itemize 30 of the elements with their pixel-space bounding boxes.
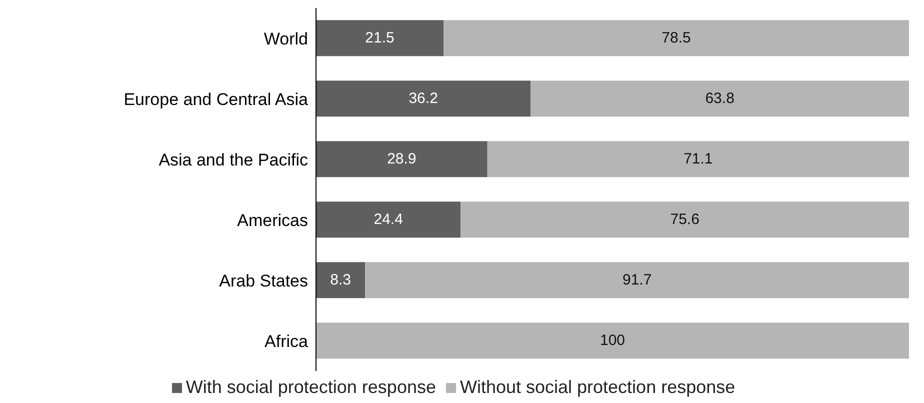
bar xyxy=(316,20,444,56)
bar xyxy=(316,202,461,238)
y-tick-label: Arab States xyxy=(219,271,308,290)
bar xyxy=(443,20,909,56)
bar xyxy=(316,262,366,298)
legend-label: Without social protection response xyxy=(460,377,736,397)
data-label: 75.6 xyxy=(670,211,700,228)
bar xyxy=(316,322,909,359)
bar xyxy=(365,262,909,298)
y-tick-label: Europe and Central Asia xyxy=(124,90,309,109)
data-label: 36.2 xyxy=(408,90,438,108)
data-label: 63.8 xyxy=(705,90,734,108)
legend-label: With social protection response xyxy=(186,377,436,397)
bar xyxy=(316,80,531,117)
data-label: 28.9 xyxy=(387,150,416,168)
data-label: 24.4 xyxy=(374,211,403,228)
data-label: 91.7 xyxy=(622,272,652,289)
data-label: 78.5 xyxy=(662,30,691,47)
bar xyxy=(460,202,909,238)
data-label: 71.1 xyxy=(684,150,713,168)
data-label: 21.5 xyxy=(365,30,394,47)
bar xyxy=(316,141,488,178)
data-label: 100 xyxy=(600,332,626,350)
y-tick-label: World xyxy=(264,29,308,48)
y-tick-label: Africa xyxy=(264,332,309,351)
y-tick-label: Americas xyxy=(237,210,308,230)
data-label: 8.3 xyxy=(330,272,352,289)
bar xyxy=(487,141,909,178)
y-tick-label: Asia and the Pacific xyxy=(158,150,308,170)
bar xyxy=(530,80,909,117)
